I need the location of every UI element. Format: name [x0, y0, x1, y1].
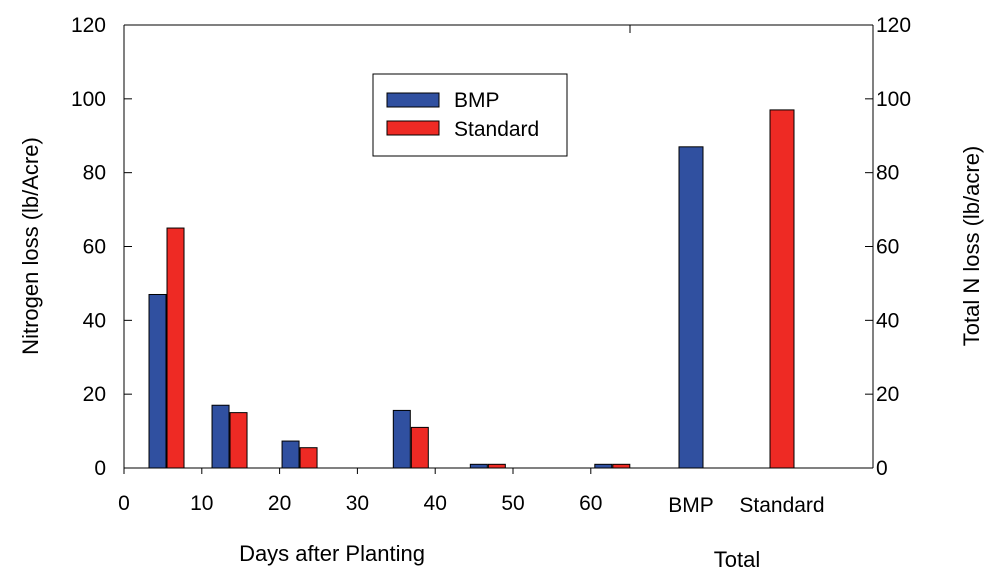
bar-standard [487, 463, 506, 469]
legend: BMP Standard [372, 73, 568, 157]
legend-box [372, 73, 568, 157]
x-tick-label-left: 20 [268, 492, 291, 515]
x-tick-label-left: 50 [501, 492, 524, 515]
bar-total-standard [769, 109, 795, 469]
x-tick-label-left: 0 [118, 492, 130, 515]
legend-swatch-standard [386, 120, 440, 136]
y-tick-label-left: 100 [71, 88, 106, 111]
legend-label-bmp: BMP [454, 89, 500, 112]
y-tick-label-left: 20 [83, 383, 106, 406]
legend-swatch-bmp [386, 92, 440, 108]
bar-bmp [211, 404, 230, 469]
ticks: 0 20 40 60 80 100 120 0 20 40 60 80 100 120 0 10 20 30 40 5… [71, 14, 911, 517]
y-tick-label-left: 80 [83, 162, 106, 185]
y-tick-label-right: 20 [876, 383, 899, 406]
y-tick-label-right: 100 [876, 88, 911, 111]
x-tick-label-total-standard: Standard [739, 494, 824, 517]
bars [148, 109, 795, 469]
bar-standard [612, 463, 631, 469]
x-axis-title-left: Days after Planting [239, 541, 425, 566]
bar-standard [166, 227, 185, 469]
x-tick-label-left: 10 [190, 492, 213, 515]
bar-bmp [392, 409, 411, 469]
bar-bmp [281, 440, 300, 469]
x-tick-label-left: 60 [579, 492, 602, 515]
y-tick-label-right: 120 [876, 14, 911, 37]
bar-bmp [594, 463, 613, 469]
x-axis-title-right: Total [714, 547, 760, 572]
y-tick-label-left: 40 [83, 309, 106, 332]
bar-standard [410, 426, 429, 469]
y-tick-label-right: 40 [876, 309, 899, 332]
y-tick-label-left: 0 [94, 457, 106, 480]
bar-total-bmp [678, 146, 704, 469]
x-tick-label-left: 30 [346, 492, 369, 515]
bar-standard [299, 447, 318, 469]
bar-standard [229, 412, 248, 469]
y-tick-label-right: 0 [876, 457, 888, 480]
y-tick-label-right: 80 [876, 162, 899, 185]
y-tick-label-right: 60 [876, 236, 899, 259]
x-tick-label-left: 40 [424, 492, 447, 515]
legend-label-standard: Standard [454, 118, 539, 141]
bar-bmp [469, 463, 488, 469]
y-axis-title-right: Total N loss (lb/acre) [959, 146, 984, 347]
y-tick-label-left: 120 [71, 14, 106, 37]
y-axis-title-left: Nitrogen loss (lb/Acre) [18, 137, 43, 355]
x-tick-label-total-bmp: BMP [668, 494, 714, 517]
bar-bmp [148, 293, 167, 469]
y-tick-label-left: 60 [83, 236, 106, 259]
